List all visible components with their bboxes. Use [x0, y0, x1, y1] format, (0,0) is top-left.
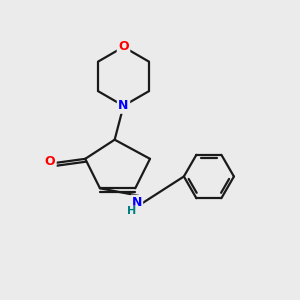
Text: H: H — [127, 206, 136, 216]
Text: N: N — [118, 99, 129, 112]
Text: O: O — [45, 155, 55, 168]
Text: O: O — [118, 40, 129, 53]
Text: N: N — [132, 196, 142, 209]
